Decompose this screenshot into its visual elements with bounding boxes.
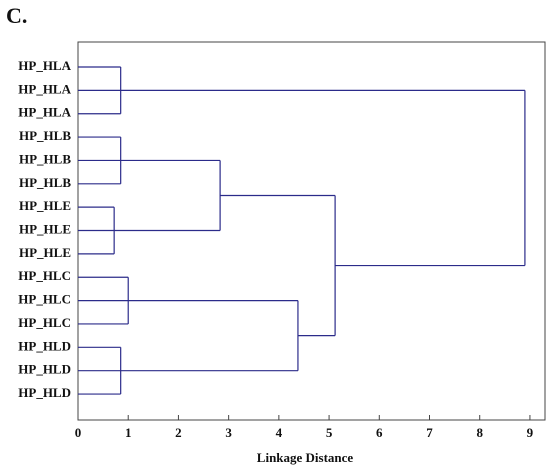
leaf-label: HP_HLD xyxy=(18,338,71,353)
leaf-label: HP_HLD xyxy=(18,385,71,400)
leaf-label: HP_HLA xyxy=(18,105,71,120)
leaf-label: HP_HLE xyxy=(19,222,71,237)
leaf-label: HP_HLC xyxy=(18,292,71,307)
x-tick-label: 6 xyxy=(376,425,383,440)
chart-title: C. xyxy=(6,3,27,28)
leaf-label: HP_HLB xyxy=(19,128,71,143)
x-tick-label: 5 xyxy=(326,425,333,440)
x-axis-label: Linkage Distance xyxy=(257,450,354,465)
leaf-label: HP_HLB xyxy=(19,175,71,190)
leaf-label: HP_HLE xyxy=(19,198,71,213)
leaf-label: HP_HLB xyxy=(19,151,71,166)
leaf-label: HP_HLD xyxy=(18,362,71,377)
x-tick-label: 3 xyxy=(225,425,232,440)
leaf-label: HP_HLC xyxy=(18,268,71,283)
x-tick-label: 1 xyxy=(125,425,132,440)
x-tick-label: 4 xyxy=(276,425,283,440)
leaf-label: HP_HLA xyxy=(18,58,71,73)
x-tick-label: 8 xyxy=(476,425,483,440)
leaf-label: HP_HLC xyxy=(18,315,71,330)
x-tick-label: 7 xyxy=(426,425,433,440)
leaf-label: HP_HLE xyxy=(19,245,71,260)
x-tick-label: 2 xyxy=(175,425,182,440)
leaf-label: HP_HLA xyxy=(18,81,71,96)
x-tick-label: 0 xyxy=(75,425,82,440)
x-tick-label: 9 xyxy=(527,425,534,440)
